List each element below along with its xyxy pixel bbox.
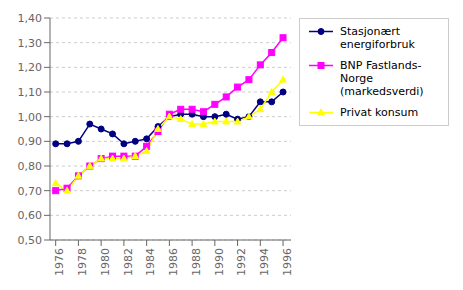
svg-text:1,20: 1,20 bbox=[18, 61, 43, 74]
svg-text:1976: 1976 bbox=[53, 248, 66, 276]
svg-text:1984: 1984 bbox=[144, 248, 157, 276]
svg-text:1978: 1978 bbox=[76, 248, 89, 276]
svg-text:0,50: 0,50 bbox=[18, 234, 43, 247]
html-text:BNP Fastlands-Norge: BNP Fastlands-Norge bbox=[340, 59, 422, 85]
svg-text:1982: 1982 bbox=[122, 248, 135, 276]
svg-text:1,40: 1,40 bbox=[18, 12, 43, 25]
svg-text:1,10: 1,10 bbox=[18, 86, 43, 99]
svg-text:0,70: 0,70 bbox=[18, 185, 43, 198]
svg-text:0,60: 0,60 bbox=[18, 209, 43, 222]
svg-text:1988: 1988 bbox=[190, 248, 203, 276]
html-text:(markedsverdi): (markedsverdi) bbox=[340, 85, 424, 98]
svg-text:1994: 1994 bbox=[258, 248, 271, 276]
html-text:Stasjonært energiforbruk: Stasjonært energiforbruk bbox=[340, 25, 415, 51]
svg-text:0,90: 0,90 bbox=[18, 135, 43, 148]
svg-text:1980: 1980 bbox=[99, 248, 112, 276]
svg-text:1992: 1992 bbox=[235, 248, 248, 276]
svg-text:1996: 1996 bbox=[281, 248, 294, 276]
svg-text:1,30: 1,30 bbox=[18, 37, 43, 50]
svg-text:1,00: 1,00 bbox=[18, 111, 43, 124]
svg-text:1986: 1986 bbox=[167, 248, 180, 276]
svg-text:0,80: 0,80 bbox=[18, 160, 43, 173]
html-text:Privat konsum: Privat konsum bbox=[340, 106, 419, 119]
svg-text:1990: 1990 bbox=[213, 248, 226, 276]
